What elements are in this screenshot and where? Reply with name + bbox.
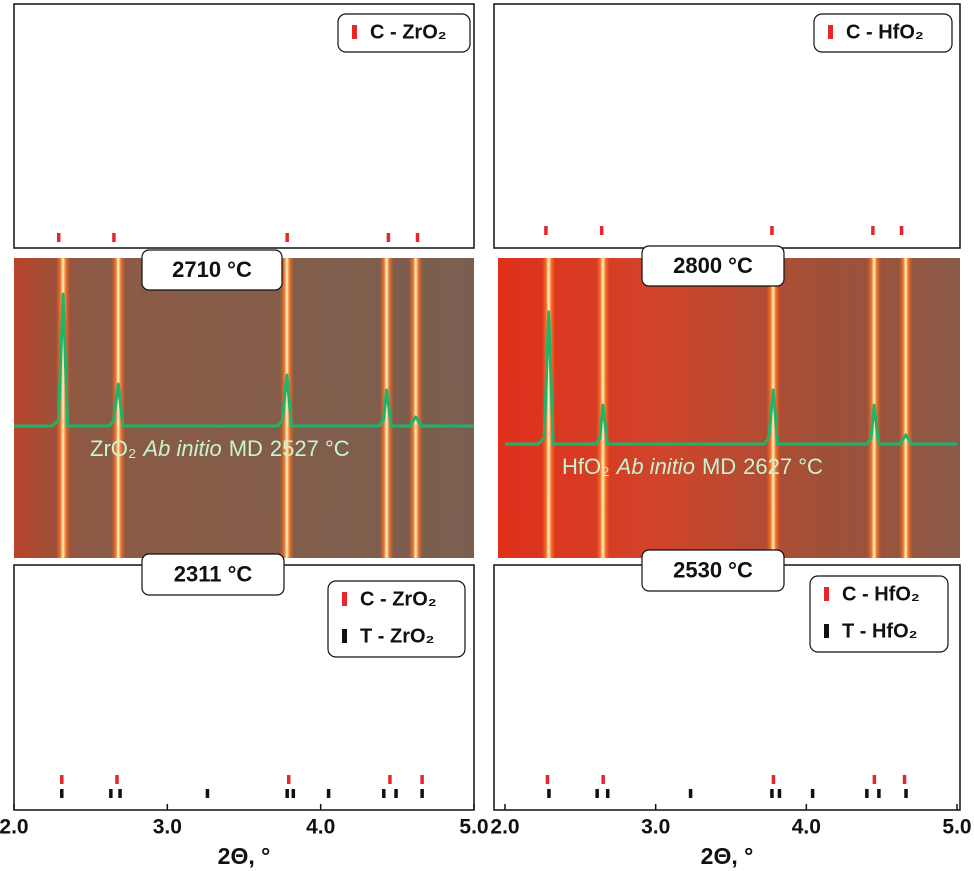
annotation-part: 2627 °C: [743, 454, 823, 479]
phase-marker: [112, 233, 116, 242]
panel: [498, 258, 960, 558]
temperature-box: [641, 549, 785, 592]
phase-marker: [872, 775, 877, 784]
phase-marker: [60, 789, 64, 798]
legend-swatch: [828, 25, 833, 39]
annotation-part: HfO₂: [562, 454, 610, 479]
legend-swatch: [342, 629, 347, 643]
legend-label: C - ZrO₂: [360, 588, 437, 610]
x-tick-label: 2.0: [0, 816, 29, 839]
x-tick-label: 4.0: [792, 816, 821, 839]
streak: [111, 258, 126, 558]
streak: [56, 258, 71, 558]
legend-box: [337, 13, 471, 53]
annotation: HfO₂ Ab initio MD 2627 °C: [562, 454, 823, 479]
temperature-box: [141, 553, 285, 596]
streak: [766, 258, 781, 558]
annotation-part: Ab initio: [141, 436, 221, 461]
phase-marker: [777, 789, 782, 798]
phase-marker: [688, 789, 693, 798]
annotation-part: MD: [702, 454, 736, 479]
legend-label: C - HfO₂: [846, 21, 924, 43]
heatmap-background: [498, 258, 960, 558]
profile-line: [14, 292, 474, 428]
panel: [14, 258, 474, 558]
streak: [379, 258, 394, 558]
annotation-part: 2527 °C: [270, 436, 350, 461]
x-tick-label: 4.0: [306, 816, 335, 839]
x-axis-label: 2Θ, °: [701, 843, 754, 869]
x-tick-label: 5.0: [459, 816, 488, 839]
heatmap-background: [14, 258, 474, 558]
phase-marker: [56, 233, 61, 242]
phase-marker: [599, 226, 604, 235]
phase-marker: [904, 789, 908, 798]
x-axis-label: 2Θ, °: [218, 843, 271, 869]
annotation: ZrO₂ Ab initio MD 2527 °C: [90, 436, 350, 461]
profile-line: [505, 310, 957, 446]
phase-marker: [605, 789, 610, 798]
legend-box: [327, 580, 466, 658]
phase-marker: [420, 775, 424, 784]
phase-marker: [205, 789, 210, 798]
phase-marker: [115, 775, 119, 784]
temperature-label: 2311 °C: [174, 561, 253, 586]
phase-marker: [871, 226, 875, 235]
phase-marker: [601, 775, 605, 784]
phase-marker: [770, 226, 774, 235]
phase-marker: [877, 789, 881, 798]
streak: [898, 258, 913, 558]
x-tick-label: 5.0: [942, 816, 971, 839]
phase-marker: [770, 789, 774, 798]
temperature-label: 2710 °C: [172, 257, 252, 282]
streak: [541, 258, 556, 558]
phase-marker: [547, 789, 551, 798]
phase-marker: [595, 789, 599, 798]
phase-marker: [899, 226, 904, 235]
phase-marker: [902, 775, 907, 784]
phase-marker: [326, 789, 331, 798]
phase-marker: [415, 233, 420, 242]
phase-marker: [420, 789, 424, 798]
legend-box: [809, 575, 949, 653]
phase-marker: [394, 789, 398, 798]
phase-marker: [810, 789, 815, 798]
x-tick-label: 3.0: [641, 816, 670, 839]
temperature-box: [141, 249, 283, 291]
phase-marker: [382, 789, 386, 798]
legend-swatch: [342, 592, 347, 606]
annotation-part: MD: [229, 436, 263, 461]
legend-swatch: [824, 624, 829, 638]
phase-marker: [545, 775, 550, 784]
legend-label: C - HfO₂: [842, 583, 920, 605]
legend-swatch: [352, 25, 357, 39]
streak: [408, 258, 423, 558]
phase-marker: [388, 775, 392, 784]
phase-marker: [285, 233, 289, 242]
legend-swatch: [824, 587, 829, 601]
legend-label: C - ZrO₂: [370, 21, 447, 43]
streak: [279, 258, 294, 558]
x-tick-label: 3.0: [153, 816, 182, 839]
phase-marker: [865, 789, 869, 798]
phase-marker: [291, 789, 296, 798]
phase-marker: [118, 789, 122, 798]
temperature-label: 2800 °C: [673, 253, 753, 278]
phase-marker: [285, 789, 289, 798]
temperature-label: 2530 °C: [673, 557, 753, 582]
x-tick-label: 2.0: [490, 816, 519, 839]
phase-marker: [386, 233, 391, 242]
phase-marker: [60, 775, 64, 784]
legend-label: T - HfO₂: [842, 620, 918, 642]
legend-box: [813, 13, 953, 53]
annotation-part: ZrO₂: [90, 436, 136, 461]
phase-marker: [771, 775, 776, 784]
annotation-part: Ab initio: [615, 454, 695, 479]
phase-marker: [544, 226, 548, 235]
temperature-box: [641, 245, 785, 287]
legend-label: T - ZrO₂: [360, 625, 434, 647]
phase-marker: [286, 775, 291, 784]
phase-marker: [109, 789, 113, 798]
